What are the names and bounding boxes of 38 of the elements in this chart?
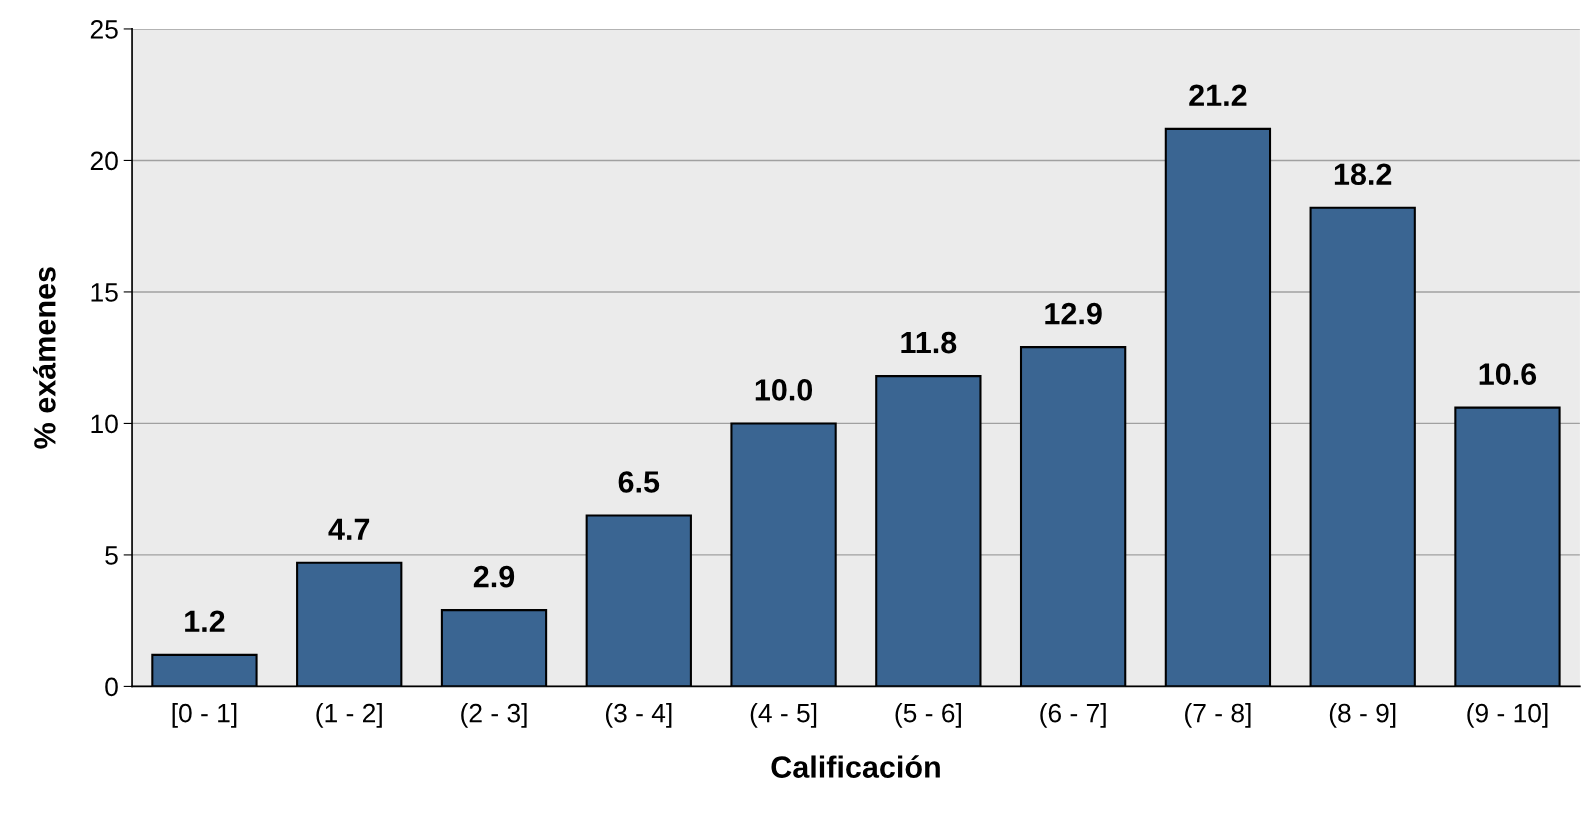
data-label: 11.8 xyxy=(901,331,957,354)
x-axis-title: Calificación xyxy=(771,755,940,778)
y-tick-label: 20 xyxy=(90,151,118,171)
bar xyxy=(1454,406,1561,687)
data-label: 6.5 xyxy=(618,471,660,493)
bar xyxy=(1164,127,1272,687)
data-label: 1.2 xyxy=(185,610,225,632)
y-tick-label: 15 xyxy=(91,283,118,302)
data-label: 10.0 xyxy=(755,379,813,401)
data-label: 21.2 xyxy=(1189,84,1247,106)
bar xyxy=(585,514,692,687)
bar xyxy=(1309,206,1416,687)
x-tick-label: [0 - 1] xyxy=(172,703,237,728)
data-label: 12.9 xyxy=(1045,302,1102,325)
x-tick-label: (7 - 8] xyxy=(1185,703,1251,728)
bar xyxy=(1019,346,1127,687)
bar xyxy=(730,422,837,687)
x-tick-label: (6 - 7] xyxy=(1040,703,1106,728)
bar xyxy=(440,609,548,687)
x-tick-label: (8 - 9] xyxy=(1329,703,1396,728)
data-label: 2.9 xyxy=(473,565,515,588)
x-tick-label: (4 - 5] xyxy=(750,703,817,728)
y-tick-label: 25 xyxy=(90,20,118,39)
data-label: 4.7 xyxy=(328,518,370,540)
bar xyxy=(875,375,982,687)
data-label: 10.6 xyxy=(1479,363,1537,385)
bar xyxy=(296,561,403,687)
x-tick-label: (1 - 2] xyxy=(316,703,382,728)
y-tick-label: 0 xyxy=(105,677,118,697)
x-tick-label: (2 - 3] xyxy=(461,703,527,728)
x-tick-label: (3 - 4] xyxy=(605,703,672,728)
y-tick-label: 10 xyxy=(91,414,118,434)
bar xyxy=(151,653,258,687)
x-tick-label: (9 - 10] xyxy=(1467,703,1548,728)
data-label: 18.2 xyxy=(1334,163,1392,186)
y-axis-title: % exámenes xyxy=(32,267,56,449)
y-tick-label: 5 xyxy=(105,546,118,565)
x-tick-label: (5 - 6] xyxy=(895,703,961,728)
